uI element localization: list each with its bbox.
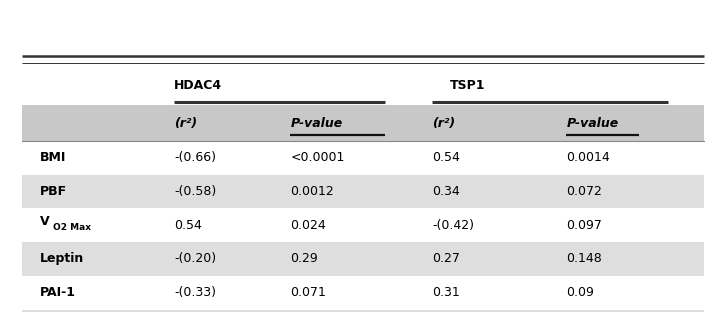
Text: Leptin: Leptin xyxy=(40,252,84,266)
Text: 0.29: 0.29 xyxy=(290,252,318,266)
Bar xyxy=(22,208,704,242)
Bar xyxy=(22,310,704,312)
Text: 0.071: 0.071 xyxy=(290,286,326,299)
Text: PBF: PBF xyxy=(40,185,67,198)
Text: <0.0001: <0.0001 xyxy=(290,151,345,164)
Text: 0.34: 0.34 xyxy=(432,185,460,198)
Text: (r²): (r²) xyxy=(174,117,197,129)
Text: HDAC4: HDAC4 xyxy=(174,79,222,92)
Text: -(0.33): -(0.33) xyxy=(174,286,216,299)
Text: O2 Max: O2 Max xyxy=(53,223,91,232)
Text: 0.09: 0.09 xyxy=(566,286,594,299)
Text: BMI: BMI xyxy=(40,151,66,164)
Text: 0.072: 0.072 xyxy=(566,185,602,198)
Text: TSP1: TSP1 xyxy=(450,79,486,92)
Text: -(0.58): -(0.58) xyxy=(174,185,216,198)
Text: 0.148: 0.148 xyxy=(566,252,602,266)
Text: 0.54: 0.54 xyxy=(174,219,202,232)
Text: -(0.42): -(0.42) xyxy=(432,219,474,232)
Bar xyxy=(22,141,704,175)
Text: PAI-1: PAI-1 xyxy=(40,286,76,299)
Text: (r²): (r²) xyxy=(432,117,455,129)
Text: -(0.20): -(0.20) xyxy=(174,252,216,266)
Text: V: V xyxy=(40,215,49,228)
Text: -(0.66): -(0.66) xyxy=(174,151,216,164)
Text: P-value: P-value xyxy=(566,117,619,129)
Text: 0.31: 0.31 xyxy=(432,286,460,299)
Text: P-value: P-value xyxy=(290,117,343,129)
Text: 0.097: 0.097 xyxy=(566,219,602,232)
Text: 0.27: 0.27 xyxy=(432,252,460,266)
Bar xyxy=(22,175,704,208)
Text: 0.024: 0.024 xyxy=(290,219,326,232)
Bar xyxy=(22,105,704,141)
Bar xyxy=(22,276,704,310)
Text: 0.54: 0.54 xyxy=(432,151,460,164)
Bar xyxy=(22,242,704,276)
Text: 0.0014: 0.0014 xyxy=(566,151,610,164)
Text: 0.0012: 0.0012 xyxy=(290,185,334,198)
